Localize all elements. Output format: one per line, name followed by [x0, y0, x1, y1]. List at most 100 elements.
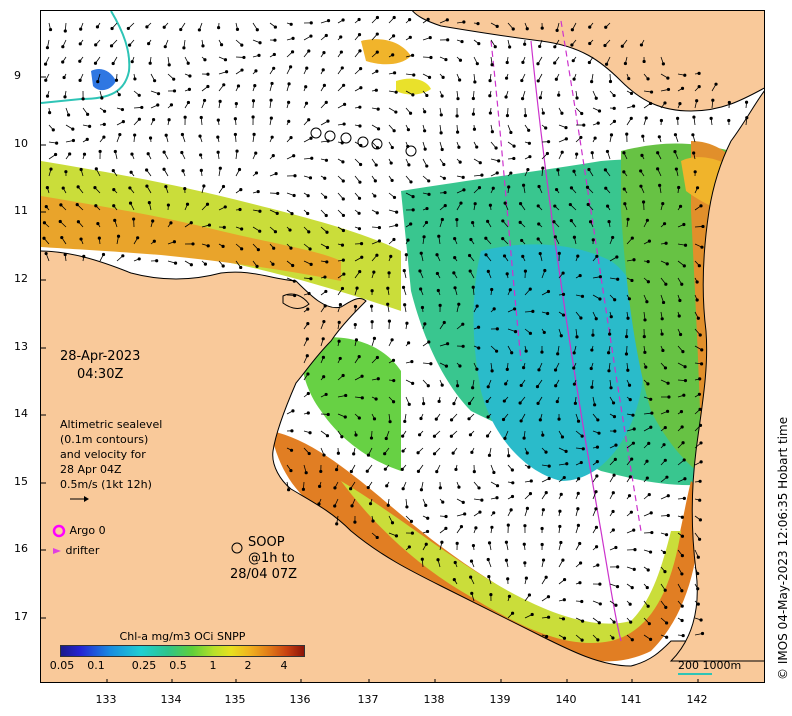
- velocity-arrow-head: [646, 259, 650, 264]
- velocity-arrow-head: [340, 243, 345, 247]
- velocity-arrow-head: [405, 505, 409, 509]
- velocity-arrow-head: [460, 39, 464, 44]
- velocity-arrow-head: [408, 111, 413, 115]
- velocity-arrow-head: [156, 92, 161, 96]
- velocity-arrow-head: [609, 315, 613, 319]
- velocity-arrow-head: [595, 460, 599, 464]
- velocity-arrow-head: [375, 69, 379, 73]
- velocity-arrow-head: [632, 258, 636, 262]
- velocity-arrow-head: [412, 73, 416, 77]
- velocity-arrow-head: [678, 102, 682, 106]
- velocity-arrow-head: [189, 263, 193, 267]
- velocity-arrow-head: [611, 401, 616, 405]
- velocity-arrow-head: [408, 35, 412, 39]
- velocity-arrow-head: [572, 366, 576, 370]
- velocity-arrow-head: [167, 63, 171, 67]
- velocity-arrow-head: [401, 434, 405, 438]
- velocity-arrow-head: [223, 58, 228, 62]
- velocity-arrow-head: [242, 55, 246, 60]
- velocity-arrow-head: [646, 568, 650, 572]
- velocity-arrow-head: [504, 76, 509, 80]
- velocity-arrow-head: [572, 351, 576, 355]
- velocity-arrow-head: [682, 264, 686, 268]
- velocity-arrow-head: [155, 259, 159, 263]
- velocity-arrow-head: [366, 453, 371, 457]
- lon-label-135: 135: [224, 693, 246, 706]
- velocity-arrow-head: [341, 179, 345, 183]
- velocity-arrow-head: [604, 25, 608, 29]
- velocity-arrow-head: [258, 209, 262, 213]
- velocity-arrow-head: [558, 509, 562, 513]
- velocity-arrow-head: [289, 246, 293, 250]
- velocity-arrow-head: [153, 79, 157, 83]
- velocity-arrow-head: [88, 124, 92, 129]
- velocity-arrow-head: [475, 367, 479, 371]
- velocity-arrow-head: [62, 75, 66, 80]
- velocity-arrow-head: [603, 168, 608, 172]
- velocity-arrow-head: [697, 537, 702, 541]
- velocity-arrow-head: [569, 219, 573, 223]
- velocity-arrow-head: [523, 42, 527, 46]
- velocity-arrow-head: [523, 561, 527, 565]
- velocity-arrow-head: [661, 348, 665, 353]
- velocity-arrow-head: [553, 61, 557, 65]
- velocity-arrow-head: [681, 633, 685, 638]
- velocity-arrow-head: [520, 238, 524, 243]
- velocity-arrow-head: [117, 93, 121, 97]
- chl-north-patch: [361, 39, 411, 65]
- velocity-arrow-head: [572, 77, 576, 81]
- colorbar-tick: 1: [209, 659, 217, 672]
- velocity-arrow-head: [453, 560, 457, 565]
- velocity-arrow-head: [343, 415, 347, 419]
- velocity-arrow-head: [290, 212, 294, 216]
- velocity-arrow-head: [462, 20, 466, 24]
- velocity-arrow-head: [604, 62, 609, 66]
- map-frame[interactable]: [40, 10, 765, 683]
- velocity-arrow-head: [435, 271, 440, 276]
- velocity-arrow-head: [180, 150, 184, 155]
- velocity-arrow-head: [451, 451, 455, 455]
- velocity-arrow-head: [570, 43, 574, 47]
- velocity-arrow-head: [357, 227, 362, 231]
- velocity-arrow-head: [472, 470, 476, 474]
- velocity-arrow-head: [488, 111, 492, 115]
- velocity-arrow-head: [458, 78, 462, 82]
- velocity-arrow-head: [504, 382, 508, 386]
- velocity-arrow-head: [368, 502, 373, 506]
- velocity-arrow-head: [578, 273, 582, 278]
- velocity-arrow-head: [369, 436, 374, 440]
- velocity-arrow-head: [594, 507, 598, 511]
- velocity-arrow-head: [664, 605, 668, 610]
- velocity-arrow-head: [598, 582, 602, 586]
- velocity-arrow-head: [696, 555, 700, 559]
- velocity-arrow-head: [440, 94, 444, 98]
- map-canvas[interactable]: [41, 11, 765, 683]
- velocity-arrow-head: [111, 61, 115, 66]
- velocity-arrow-head: [541, 433, 545, 437]
- velocity-arrow-head: [272, 66, 276, 70]
- argo-legend: Argo 0: [52, 524, 106, 538]
- velocity-arrow-head: [222, 83, 226, 87]
- velocity-arrow-head: [680, 515, 684, 519]
- velocity-arrow-head: [458, 364, 462, 368]
- velocity-arrow-head: [102, 122, 106, 126]
- chl-west-gulf: [300, 337, 401, 471]
- velocity-arrow-head: [341, 197, 345, 201]
- velocity-arrow-head: [411, 53, 415, 57]
- velocity-arrow-head: [505, 60, 509, 65]
- velocity-arrow-head: [623, 61, 628, 66]
- velocity-arrow-head: [682, 496, 686, 500]
- velocity-arrow-head: [109, 44, 114, 48]
- velocity-arrow-head: [590, 348, 594, 352]
- velocity-arrow-head: [678, 204, 683, 208]
- velocity-arrow-head: [179, 27, 183, 32]
- velocity-arrow-head: [359, 242, 364, 246]
- velocity-arrow-head: [324, 100, 328, 104]
- velocity-arrow-head: [301, 487, 306, 491]
- velocity-arrow-head: [552, 220, 556, 224]
- velocity-arrow-head: [449, 418, 454, 422]
- velocity-arrow-head: [444, 526, 448, 530]
- lat-label-10: 10: [14, 137, 28, 150]
- velocity-arrow-head: [459, 525, 464, 529]
- velocity-arrow-head: [360, 374, 364, 378]
